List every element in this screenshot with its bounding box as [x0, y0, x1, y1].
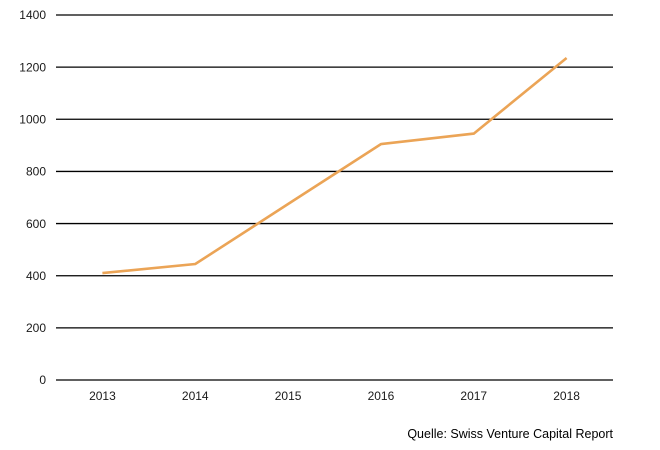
y-tick-label: 200	[26, 321, 46, 335]
y-tick-label: 1200	[19, 60, 46, 74]
y-tick-label: 1000	[19, 112, 46, 126]
source-note: Quelle: Swiss Venture Capital Report	[407, 427, 613, 441]
x-tick-label: 2015	[275, 389, 302, 403]
x-tick-label: 2017	[460, 389, 487, 403]
y-tick-label: 1400	[19, 8, 46, 22]
y-tick-label: 600	[26, 217, 46, 231]
y-tick-label: 0	[39, 373, 46, 387]
y-tick-label: 800	[26, 165, 46, 179]
data-line	[102, 56, 568, 275]
x-tick-label: 2014	[182, 389, 209, 403]
y-tick-label: 400	[26, 269, 46, 283]
x-tick-label: 2016	[368, 389, 395, 403]
x-tick-label: 2018	[553, 389, 580, 403]
x-tick-label: 2013	[89, 389, 116, 403]
